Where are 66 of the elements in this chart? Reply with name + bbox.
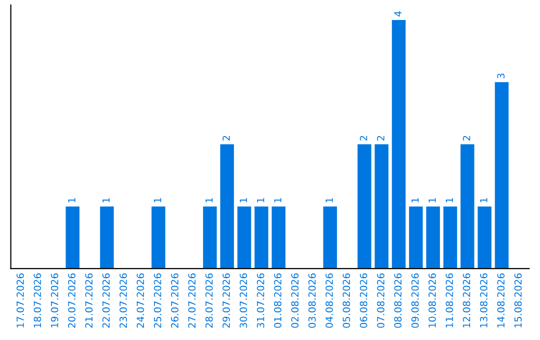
bar	[494, 82, 509, 269]
bar	[409, 206, 423, 269]
x-tick-label: 22.07.2026	[102, 273, 110, 328]
data-label: 2	[360, 136, 368, 141]
data-label: 1	[240, 198, 247, 202]
data-label: 1	[102, 198, 110, 202]
bar	[203, 206, 217, 269]
x-tick-label: 12.08.2026	[462, 273, 470, 328]
x-tick-label: 20.07.2026	[68, 273, 76, 328]
x-tick-label: 31.07.2026	[256, 273, 264, 328]
x-tick-label: 06.08.2026	[360, 273, 368, 328]
bar	[374, 144, 388, 269]
bar	[66, 206, 80, 269]
data-label: 1	[206, 198, 213, 202]
bar	[272, 206, 286, 269]
data-label: 2	[462, 136, 470, 141]
bar	[220, 144, 234, 269]
x-tick-label: 11.08.2026	[446, 273, 454, 328]
x-tick-label: 01.08.2026	[274, 273, 282, 328]
data-label: 3	[497, 74, 505, 78]
x-tick-label: 24.07.2026	[136, 273, 144, 328]
x-tick-label: 07.08.2026	[377, 273, 384, 328]
data-label: 1	[428, 198, 436, 202]
x-tick-label: 17.07.2026	[16, 273, 24, 328]
bar	[358, 144, 372, 269]
x-tick-label: 25.07.2026	[154, 273, 162, 328]
data-label: 1	[326, 198, 333, 202]
x-tick-label: 13.08.2026	[480, 273, 488, 328]
data-label: 1	[257, 198, 264, 202]
x-tick-label: 18.07.2026	[34, 273, 42, 328]
x-tick-label: 15.08.2026	[514, 273, 522, 328]
x-tick-label: 30.07.2026	[240, 273, 248, 328]
x-tick-label: 19.07.2026	[50, 273, 58, 328]
x-tick-label: 08.08.2026	[394, 273, 402, 328]
x-tick-label: 02.08.2026	[291, 273, 299, 328]
x-tick-label: 28.07.2026	[205, 273, 213, 328]
x-tick-label: 04.08.2026	[326, 273, 333, 328]
x-tick-label: 21.07.2026	[85, 273, 93, 328]
data-label: 1	[154, 198, 162, 202]
x-tick-label: 05.08.2026	[342, 273, 350, 328]
data-label: 1	[68, 198, 76, 202]
data-label: 2	[377, 136, 384, 141]
data-label: 2	[222, 136, 230, 141]
bar	[323, 206, 337, 269]
data-label: 1	[274, 198, 282, 202]
bar	[152, 206, 166, 269]
x-tick-label: 14.08.2026	[497, 273, 505, 328]
data-label: 1	[412, 198, 419, 202]
x-tick-label: 26.07.2026	[171, 273, 178, 328]
bar	[478, 206, 492, 269]
bar	[443, 206, 458, 269]
data-label: 1	[480, 198, 488, 202]
bar	[460, 144, 474, 269]
bar	[237, 206, 252, 269]
x-tick-label: 10.08.2026	[428, 273, 436, 328]
x-tick-label: 03.08.2026	[308, 273, 316, 328]
x-tick-label: 09.08.2026	[411, 273, 419, 328]
x-tick-label: 27.07.2026	[188, 273, 196, 328]
bar	[254, 206, 268, 269]
data-label: 1	[446, 198, 453, 202]
bar	[392, 20, 406, 269]
bar	[100, 206, 114, 269]
data-label: 4	[394, 11, 402, 16]
x-tick-label: 23.07.2026	[120, 273, 127, 328]
bar	[426, 206, 440, 269]
x-tick-label: 29.07.2026	[222, 273, 230, 328]
